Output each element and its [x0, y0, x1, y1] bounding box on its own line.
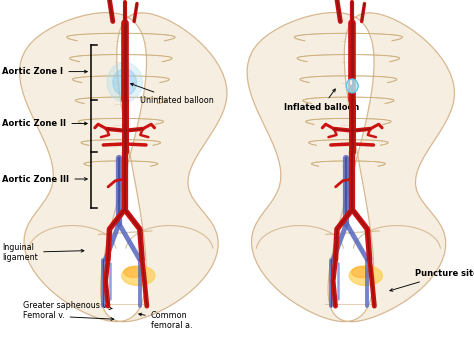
Text: Aortic Zone I: Aortic Zone I [2, 67, 87, 76]
Ellipse shape [349, 266, 383, 286]
Ellipse shape [346, 79, 358, 93]
Text: Uninflated balloon: Uninflated balloon [131, 83, 214, 105]
Ellipse shape [124, 267, 143, 277]
Text: Greater saphenous v.: Greater saphenous v. [23, 300, 112, 310]
Text: Femoral v.: Femoral v. [23, 311, 114, 320]
Ellipse shape [122, 266, 155, 286]
Ellipse shape [352, 267, 371, 277]
Text: Inflated balloon: Inflated balloon [284, 89, 360, 112]
Text: Inguinal
ligament: Inguinal ligament [2, 243, 84, 262]
Text: Common
femoral a.: Common femoral a. [139, 311, 192, 330]
Ellipse shape [107, 63, 142, 102]
Polygon shape [19, 13, 227, 322]
Text: Puncture site: Puncture site [390, 269, 474, 291]
Ellipse shape [113, 69, 137, 96]
Text: Aortic Zone III: Aortic Zone III [2, 174, 87, 184]
Text: Aortic Zone II: Aortic Zone II [2, 119, 87, 128]
Polygon shape [247, 13, 455, 322]
